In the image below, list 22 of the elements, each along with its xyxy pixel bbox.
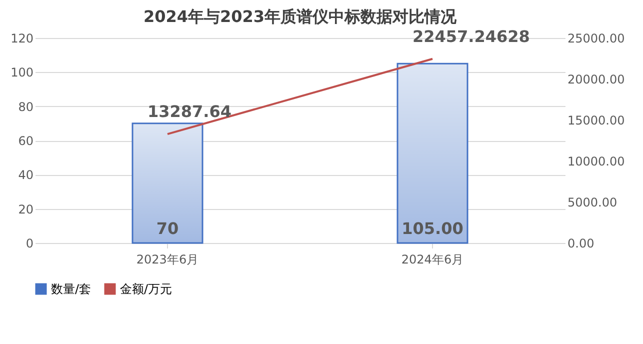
y2-tick-label: 25000.00 [568, 32, 625, 46]
data-label: 105.00 [402, 219, 464, 238]
data-label: 22457.24628 [412, 26, 530, 46]
y2-tick-label: 15000.00 [568, 114, 625, 128]
chart-title: 2024年与2023年质谱仪中标数据对比情况 [143, 6, 458, 26]
x-tick-label: 2024年6月 [401, 252, 464, 266]
y-tick-label: 120 [10, 32, 34, 46]
data-label: 13287.64 [148, 102, 232, 122]
y2-tick-label: 5000.00 [568, 196, 618, 210]
y-tick-label: 60 [18, 134, 34, 148]
y2-tick-label: 10000.00 [568, 154, 625, 168]
y-tick-label: 20 [18, 202, 34, 216]
data-label: 70 [156, 219, 179, 238]
y-tick-label: 40 [18, 168, 34, 182]
y-tick-label: 80 [18, 100, 34, 114]
y2-tick-label: 0.00 [568, 236, 594, 250]
y-tick-label: 100 [10, 66, 34, 80]
legend-label: 数量/套 [51, 282, 92, 296]
x-tick-label: 2023年6月 [136, 252, 199, 266]
y-tick-label: 0 [26, 236, 34, 250]
legend-label: 金额/万元 [120, 282, 172, 296]
y2-tick-label: 20000.00 [568, 72, 625, 86]
